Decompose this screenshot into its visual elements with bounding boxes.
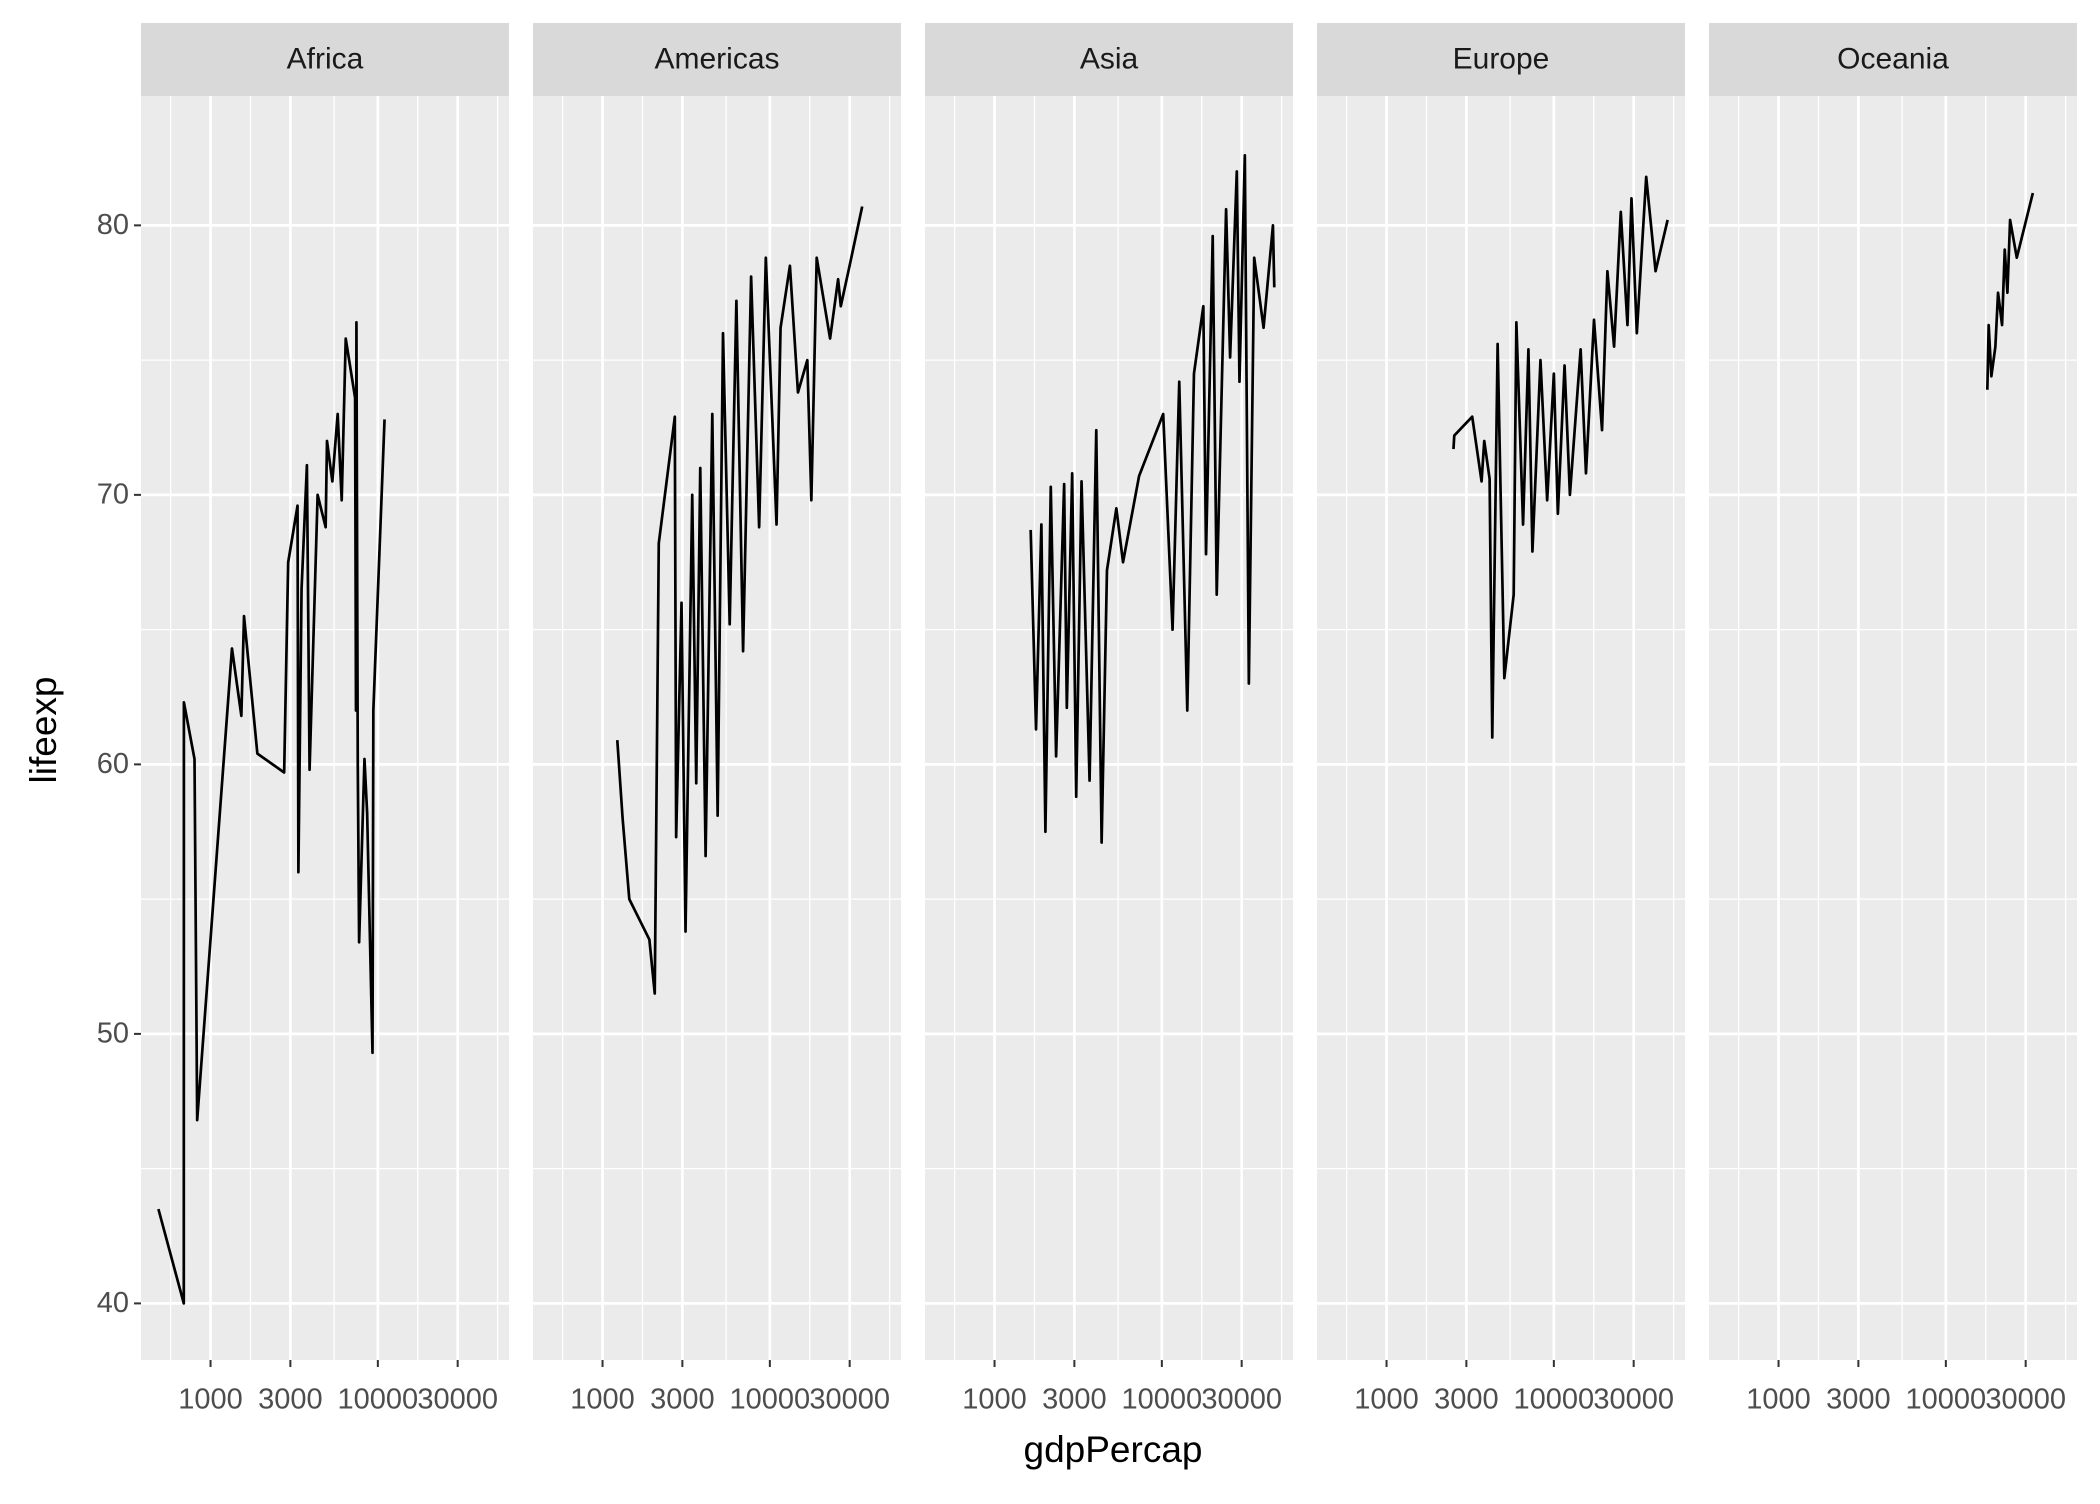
x-tick-label: 1000 xyxy=(962,1384,1027,1416)
panel-background xyxy=(1709,96,2077,1360)
x-tick-label: 3000 xyxy=(1042,1384,1107,1416)
panel-background xyxy=(141,96,509,1360)
x-tick-label: 3000 xyxy=(650,1384,715,1416)
strip-background xyxy=(1317,23,1685,96)
data-line xyxy=(1029,153,1276,844)
strip-label: Americas xyxy=(654,42,779,75)
x-tick-label: 10000 xyxy=(1514,1384,1595,1416)
x-tick-label: 1000 xyxy=(178,1384,243,1416)
x-tick-label: 3000 xyxy=(258,1384,323,1416)
data-line xyxy=(1985,192,2035,390)
panel-background xyxy=(1317,96,1685,1360)
data-line xyxy=(157,321,386,1305)
x-tick-label: 10000 xyxy=(1122,1384,1203,1416)
x-tick-label: 3000 xyxy=(1826,1384,1891,1416)
x-tick-label: 10000 xyxy=(730,1384,811,1416)
x-tick-label: 1000 xyxy=(1746,1384,1811,1416)
y-axis-title: lifeexp xyxy=(23,677,64,784)
y-tick-label: 40 xyxy=(97,1287,129,1319)
x-tick-label: 1000 xyxy=(1354,1384,1419,1416)
x-tick-label: 30000 xyxy=(417,1384,498,1416)
strip-background xyxy=(925,23,1293,96)
x-tick-label: 10000 xyxy=(1906,1384,1987,1416)
y-tick-label: 60 xyxy=(97,748,129,780)
x-tick-label: 10000 xyxy=(338,1384,419,1416)
x-tick-label: 3000 xyxy=(1434,1384,1499,1416)
strip-background xyxy=(533,23,901,96)
strip-label: Oceania xyxy=(1837,42,1949,75)
y-tick-label: 80 xyxy=(97,209,129,241)
x-tick-label: 30000 xyxy=(1985,1384,2066,1416)
strip-label: Asia xyxy=(1080,42,1139,75)
strip-label: Europe xyxy=(1453,42,1550,75)
y-tick-label: 50 xyxy=(97,1018,129,1050)
strip-background xyxy=(141,23,509,96)
x-tick-label: 30000 xyxy=(1593,1384,1674,1416)
x-tick-label: 30000 xyxy=(1201,1384,1282,1416)
strip-background xyxy=(1709,23,2077,96)
x-tick-label: 1000 xyxy=(570,1384,635,1416)
y-tick-label: 70 xyxy=(97,479,129,511)
data-line xyxy=(615,206,864,995)
strip-label: Africa xyxy=(287,42,364,75)
data-line xyxy=(1452,175,1669,739)
x-tick-label: 30000 xyxy=(809,1384,890,1416)
x-axis-title: gdpPercap xyxy=(1024,1429,1203,1470)
